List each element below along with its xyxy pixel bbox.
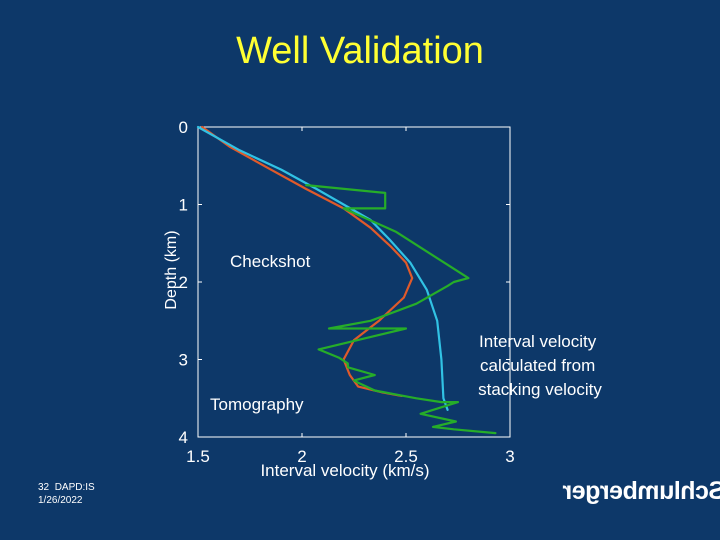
- plot-series: [196, 125, 497, 435]
- x-tick-label: 2.5: [394, 447, 418, 466]
- tomography-series-line: [201, 125, 414, 397]
- interval-velocity-annotation-line: stacking velocity: [478, 380, 602, 399]
- checkshot-annotation: Checkshot: [230, 252, 311, 271]
- interval-velocity-series-line: [305, 184, 497, 435]
- y-tick-label: 3: [179, 351, 188, 370]
- slide-title: Well Validation: [236, 30, 484, 72]
- y-axis-label: Depth (km): [163, 230, 180, 309]
- slide-number: 32: [38, 482, 50, 493]
- checkshot-series-line: [196, 125, 449, 411]
- x-tick-label: 2: [297, 447, 306, 466]
- interval-velocity-annotation: Interval velocity calculated from stacki…: [478, 332, 602, 399]
- y-tick-label: 0: [179, 118, 188, 137]
- interval-velocity-annotation-line: Interval velocity: [479, 332, 597, 351]
- x-tick-label: 3: [505, 447, 514, 466]
- y-tick-label: 2: [179, 273, 188, 292]
- interval-velocity-annotation-line: calculated from: [480, 356, 595, 375]
- y-tick-label: 1: [179, 196, 188, 215]
- slide-date: 1/26/2022: [38, 495, 83, 506]
- plot-axes: 1.5 2 2.5 3 0 1 2 3 4: [179, 118, 515, 466]
- x-tick-label: 1.5: [186, 447, 210, 466]
- org-code: DAPD:IS: [54, 482, 95, 493]
- x-axis-label: Interval velocity (km/s): [260, 461, 429, 480]
- footer-info: 32 DAPD:IS: [38, 482, 95, 493]
- schlumberger-logo: Schlumberger: [563, 477, 720, 505]
- y-tick-label: 4: [179, 428, 188, 447]
- plot-frame: [197, 126, 511, 438]
- tomography-annotation: Tomography: [210, 395, 304, 414]
